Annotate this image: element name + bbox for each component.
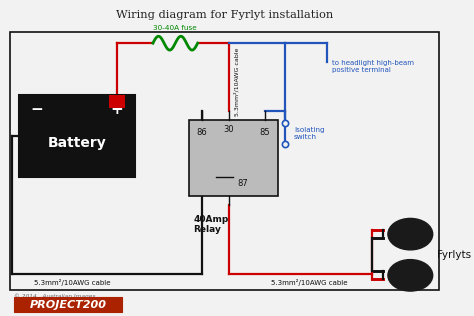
Text: 87: 87 bbox=[237, 179, 248, 188]
Text: 30-40A fuse: 30-40A fuse bbox=[154, 25, 197, 31]
Text: to headlight high-beam
positive terminal: to headlight high-beam positive terminal bbox=[332, 60, 414, 74]
Circle shape bbox=[388, 218, 433, 250]
Circle shape bbox=[388, 260, 433, 291]
Bar bbox=[109, 95, 125, 108]
Text: 5.3mm²/10AWG cable: 5.3mm²/10AWG cable bbox=[234, 47, 240, 116]
Text: 40Amp
Relay: 40Amp Relay bbox=[193, 215, 228, 234]
Text: © 2014   Australian Images: © 2014 Australian Images bbox=[14, 293, 95, 299]
Text: −: − bbox=[30, 102, 43, 117]
Text: 5.3mm²/10AWG cable: 5.3mm²/10AWG cable bbox=[34, 279, 110, 286]
Bar bbox=[18, 95, 135, 177]
Bar bbox=[14, 297, 121, 312]
Text: +: + bbox=[111, 102, 123, 117]
Text: 86: 86 bbox=[197, 128, 208, 137]
Text: Fyrlyts: Fyrlyts bbox=[437, 250, 471, 260]
Bar bbox=[9, 32, 439, 290]
Text: Wiring diagram for Fyrlyt installation: Wiring diagram for Fyrlyt installation bbox=[116, 10, 333, 20]
Bar bbox=[189, 120, 278, 196]
Text: 85: 85 bbox=[259, 128, 270, 137]
Text: PROJECT200: PROJECT200 bbox=[29, 300, 106, 310]
Text: 5.3mm²/10AWG cable: 5.3mm²/10AWG cable bbox=[271, 279, 348, 286]
Text: 30: 30 bbox=[224, 125, 234, 134]
Text: Battery: Battery bbox=[47, 136, 106, 149]
Text: Isolating
switch: Isolating switch bbox=[294, 127, 325, 140]
